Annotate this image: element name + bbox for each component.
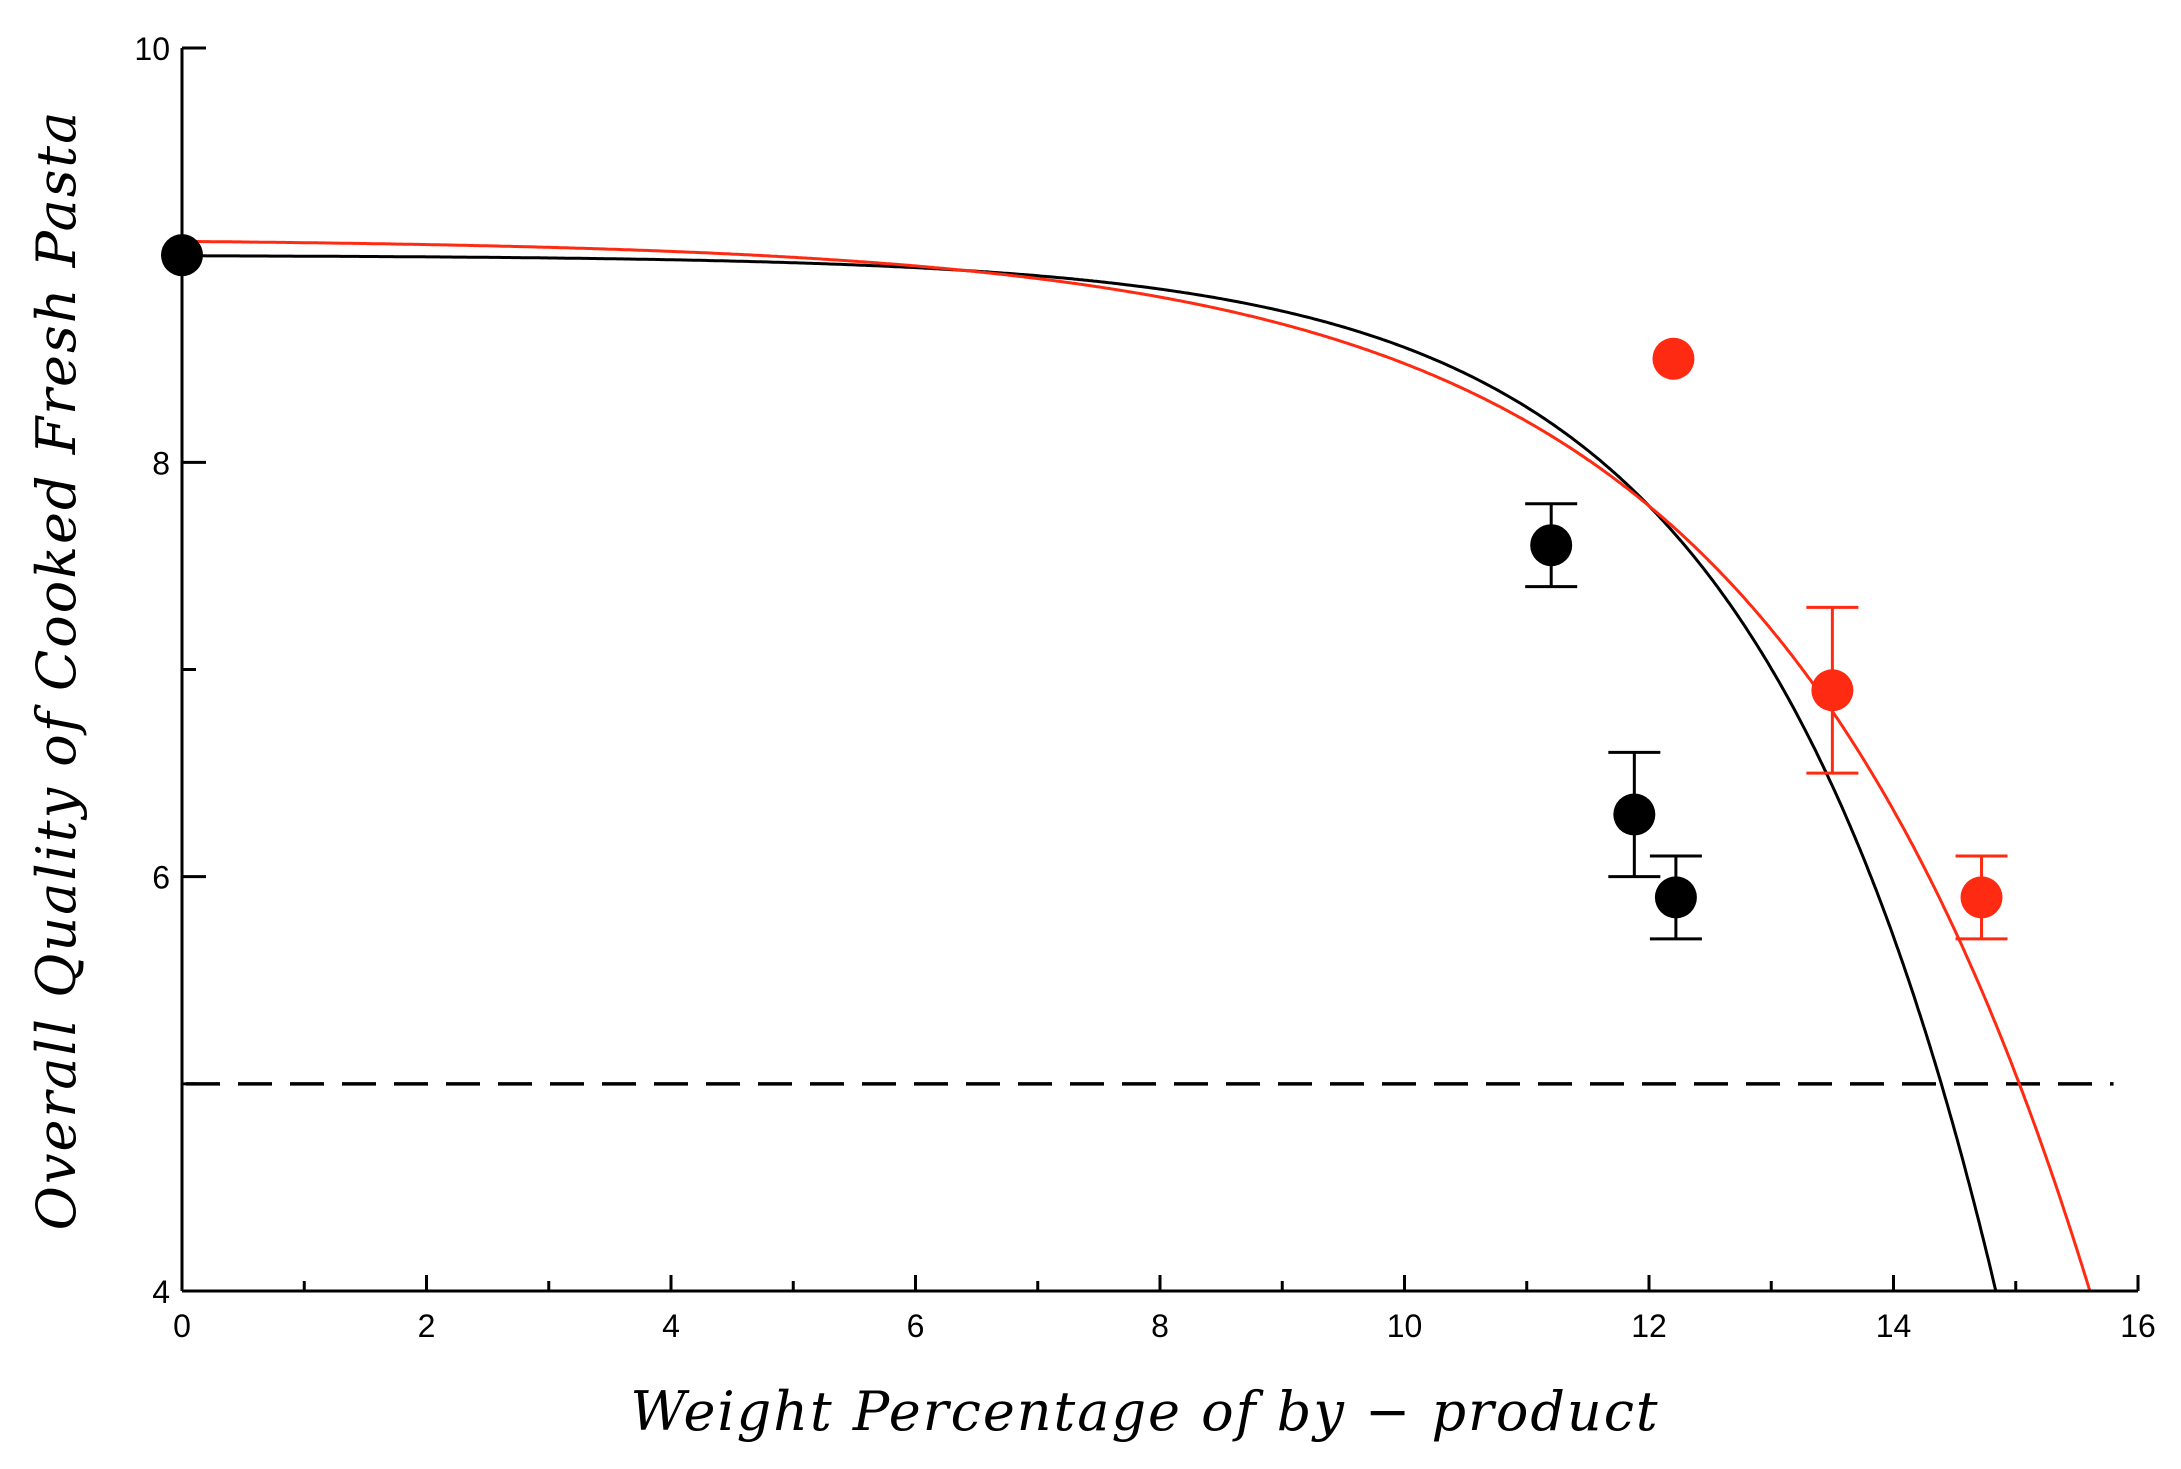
y-tick-label: 4: [152, 1274, 170, 1310]
x-tick-label: 4: [662, 1308, 680, 1344]
x-tick-label: 10: [1387, 1308, 1423, 1344]
x-tick-label: 14: [1876, 1308, 1912, 1344]
y-axis-title: Overall Quality of Cooked Fresh Pasta: [25, 110, 88, 1231]
data-point-black: [1654, 876, 1697, 919]
data-points: [161, 234, 2003, 919]
x-tick-label: 2: [418, 1308, 436, 1344]
fit-curve-black: [182, 254, 1998, 1292]
fit-curve-red: [182, 239, 2092, 1292]
y-tick-label: 8: [152, 445, 170, 481]
y-tick-label: 6: [152, 860, 170, 896]
error-bars: [1525, 502, 2008, 941]
data-point-black: [1530, 524, 1573, 567]
x-tick-label: 8: [1151, 1308, 1169, 1344]
data-point-red: [1960, 876, 2003, 919]
data-point-black: [1613, 793, 1656, 836]
x-tick-label: 0: [173, 1308, 191, 1344]
x-tick-label: 6: [907, 1308, 925, 1344]
x-tick-label: 16: [2120, 1308, 2156, 1344]
axes: [180, 48, 2138, 1293]
fit-curves: [182, 239, 2092, 1292]
ticks: 0 2 4 6 8 10 12 14 16 4 6 8 10: [134, 31, 2155, 1344]
y-tick-label: 10: [134, 31, 170, 67]
data-point-red: [1652, 337, 1695, 380]
data-point-red: [1811, 669, 1854, 712]
x-axis-title: Weight Percentage of by − product: [630, 1380, 1659, 1443]
x-tick-label: 12: [1631, 1308, 1667, 1344]
